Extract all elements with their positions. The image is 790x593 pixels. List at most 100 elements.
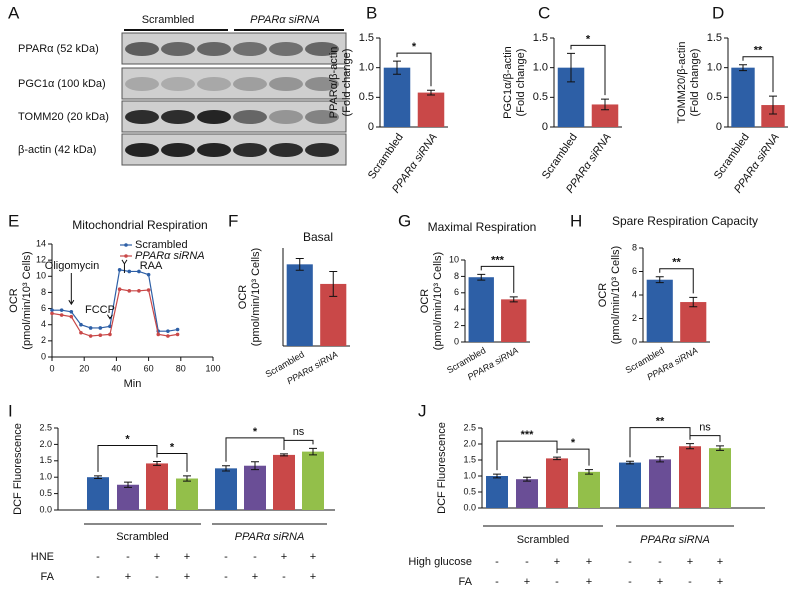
bar [244, 465, 266, 510]
bar [619, 462, 641, 508]
y-tick-label: 0.0 [463, 502, 476, 512]
bar [286, 264, 313, 346]
blot-band [125, 42, 159, 56]
x-tick-label: 40 [111, 363, 121, 373]
condition-sign: - [224, 571, 228, 583]
blot-band [305, 42, 339, 56]
y-axis-label: OCR [8, 288, 20, 313]
significance-label: ** [672, 257, 681, 269]
error-bar [427, 89, 435, 96]
legend-dot [124, 243, 128, 247]
y-tick-label: 14 [36, 238, 46, 248]
bar [501, 299, 527, 342]
point [98, 333, 103, 338]
group-label: PPARα siRNA [235, 531, 305, 543]
point [146, 272, 151, 277]
panel-letter: A [8, 3, 20, 22]
significance-label: * [125, 433, 130, 445]
condition-sign: - [525, 556, 529, 568]
condition-sign: - [282, 571, 286, 583]
blot-band [233, 110, 267, 124]
y-axis-label: (Fold change) [341, 49, 353, 117]
y-tick-label: 2 [632, 313, 637, 323]
blot-band [161, 42, 195, 56]
point [166, 334, 170, 338]
y-tick-label: 4 [454, 304, 459, 314]
error-bar [585, 469, 593, 475]
condition-sign: + [310, 571, 316, 583]
error-bar [183, 475, 191, 482]
error-bar [655, 276, 664, 284]
bar [649, 459, 671, 508]
y-tick-label: 2 [454, 320, 459, 330]
condition-name: High glucose [408, 556, 472, 568]
bar [516, 479, 538, 508]
blot-row-label: PPARα (52 kDa) [18, 43, 99, 55]
point [59, 313, 64, 317]
error-bar [94, 475, 102, 480]
y-tick-label: 2.0 [463, 438, 476, 448]
y-tick-label: 0 [454, 336, 459, 346]
bar [273, 454, 295, 510]
y-axis-label: OCR [237, 285, 249, 310]
legend-dot [124, 254, 128, 258]
error-bar [477, 273, 486, 281]
condition-sign: + [154, 551, 160, 563]
y-tick-label: 0 [716, 121, 722, 133]
condition-sign: + [184, 571, 190, 583]
significance-label: ns [293, 426, 305, 438]
significance-bracket [480, 265, 515, 293]
y-axis-label: DCF Fluorescence [12, 423, 24, 515]
y-tick-label: 1.0 [463, 470, 476, 480]
y-axis-label: TOMM20/β-actin [676, 42, 688, 124]
significance-label: ** [656, 416, 665, 428]
point [137, 289, 141, 293]
y-tick-label: 1.5 [707, 32, 722, 44]
y-tick-label: 4 [632, 289, 637, 299]
error-bar [769, 95, 777, 115]
condition-name: HNE [31, 551, 54, 563]
blot-band [233, 42, 267, 56]
y-tick-label: 1.0 [359, 62, 374, 74]
point [117, 268, 122, 272]
annotation-arrow [107, 314, 113, 320]
panel-letter: H [570, 211, 582, 230]
bar [302, 451, 324, 510]
condition-sign: + [252, 571, 258, 583]
point [79, 322, 83, 327]
error-bar [509, 296, 518, 303]
y-tick-label: 0.5 [463, 486, 476, 496]
bar [176, 478, 198, 510]
condition-sign: + [125, 571, 131, 583]
point [146, 288, 151, 292]
condition-sign: - [155, 571, 159, 583]
x-tick-label: 60 [144, 363, 154, 373]
y-tick-label: 0.5 [707, 91, 722, 103]
y-tick-label: 6 [454, 287, 459, 297]
point [98, 326, 103, 330]
condition-sign: + [310, 551, 316, 563]
condition-sign: - [555, 576, 559, 588]
x-tick-label: 0 [49, 363, 54, 373]
chart-title: Spare Respiration Capacity [612, 214, 758, 228]
point [166, 329, 170, 333]
error-bar [656, 456, 664, 463]
group-label: PPARα siRNA [250, 14, 320, 26]
y-tick-label: 0 [368, 121, 374, 133]
y-tick-label: 0 [41, 351, 46, 361]
y-tick-label: 2.0 [39, 439, 52, 449]
y-tick-label: 0 [632, 336, 637, 346]
y-tick-label: 2 [41, 335, 46, 345]
y-tick-label: 12 [36, 255, 46, 265]
condition-name: FA [41, 571, 55, 583]
y-tick-label: 1.5 [39, 455, 52, 465]
error-bar [626, 460, 634, 465]
blot-band [269, 42, 303, 56]
point [108, 324, 112, 329]
bar [646, 279, 673, 342]
y-tick-label: 8 [454, 271, 459, 281]
blot-band [197, 42, 231, 56]
bar [486, 476, 508, 508]
bar [383, 67, 411, 127]
